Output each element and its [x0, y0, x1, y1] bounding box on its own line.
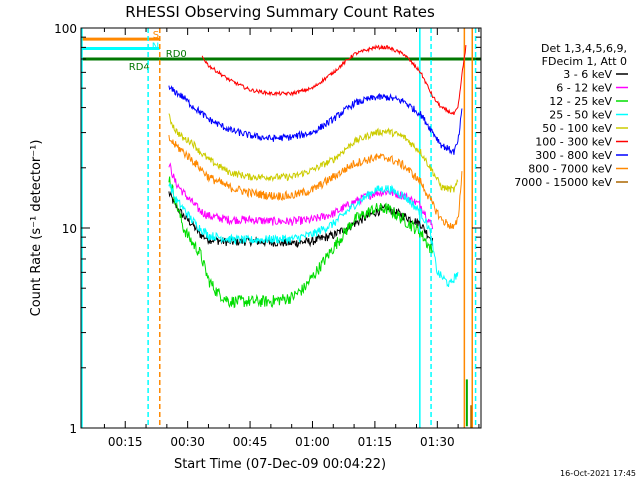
x-tick-label-00-15: 00:15: [108, 435, 143, 449]
series-12-25-kev: [168, 176, 434, 309]
series-25-50-kev: [168, 183, 459, 288]
y-tick-label-1: 1: [69, 422, 77, 436]
legend-label-6-12-kev: 6 - 12 keV: [556, 82, 612, 95]
legend-header-0: Det 1,3,4,5,6,9,: [541, 42, 627, 55]
x-tick-label-01-00: 01:00: [295, 435, 330, 449]
series-100-300-kev: [201, 44, 467, 116]
x-axis-ticks: 00:15 00:30 00:45 01:00 01:15 01:30: [103, 28, 480, 449]
flag-label-rd4: RD4: [129, 62, 150, 73]
legend: Det 1,3,4,5,6,9,FDecim 1, Att 03 - 6 keV…: [514, 42, 628, 189]
legend-label-100-300-kev: 100 - 300 keV: [535, 136, 612, 149]
legend-label-12-25-kev: 12 - 25 keV: [549, 95, 612, 108]
x-tick-label-01-15: 01:15: [358, 435, 393, 449]
series-300-800-kev: [168, 85, 463, 155]
chart-title: RHESSI Observing Summary Count Rates: [125, 3, 435, 21]
legend-label-300-800-kev: 300 - 800 keV: [535, 149, 612, 162]
x-tick-label-01-30: 01:30: [420, 435, 455, 449]
legend-header-1: FDecim 1, Att 0: [542, 55, 627, 68]
flag-label-rd0: RD0: [166, 49, 187, 60]
flag-label-s: S: [153, 30, 159, 41]
legend-label-50-100-kev: 50 - 100 keV: [542, 122, 612, 135]
x-axis-label: Start Time (07-Dec-09 00:04:22): [174, 457, 386, 472]
y-axis-ticks: 1 10 100: [54, 22, 481, 436]
x-tick-label-00-45: 00:45: [233, 435, 268, 449]
y-tick-label-10: 10: [62, 222, 77, 236]
legend-label-25-50-kev: 25 - 50 keV: [549, 109, 612, 122]
legend-label-7000-15000-kev: 7000 - 15000 keV: [514, 176, 612, 189]
legend-label-3-6-kev: 3 - 6 keV: [563, 68, 612, 81]
y-axis-label: Count Rate (s⁻¹ detector⁻¹): [29, 140, 44, 317]
x-tick-label-00-30: 00:30: [170, 435, 205, 449]
flag-lines: SN RD0 RD4: [81, 30, 481, 73]
flag-label-n: N: [152, 41, 159, 52]
series-800-7000-kev: [168, 135, 463, 230]
footer-date: 16-Oct-2021 17:45: [560, 469, 636, 478]
series-6-12-kev: [168, 162, 434, 230]
legend-label-800-7000-kev: 800 - 7000 keV: [528, 163, 612, 176]
y-tick-label-100: 100: [54, 22, 77, 36]
series-50-100-kev: [168, 113, 459, 193]
data-series: [168, 44, 472, 428]
